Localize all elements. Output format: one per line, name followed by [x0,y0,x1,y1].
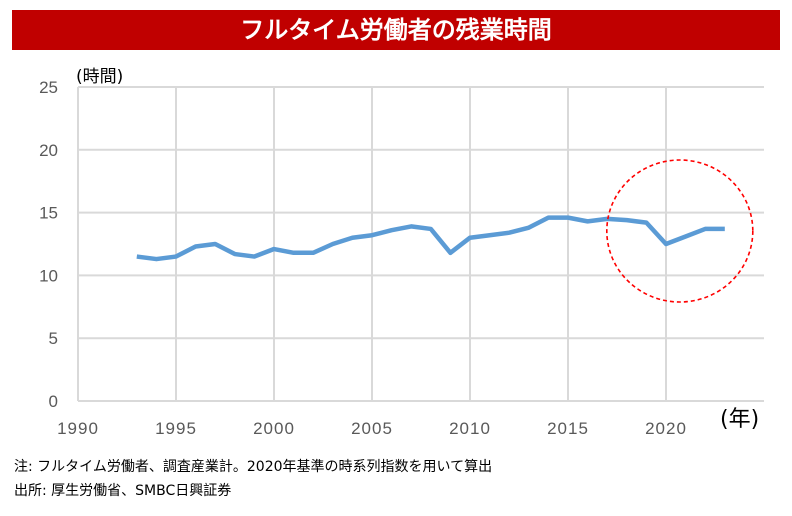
chart-title: フルタイム労働者の残業時間 [12,10,780,50]
highlight-circle [605,159,754,303]
y-tick-label: 0 [49,392,58,411]
source-text: 出所: 厚生労働省、SMBC日興証券 [14,483,232,499]
x-tick-label: 1995 [155,419,197,438]
x-tick-label: 2005 [351,419,393,438]
x-tick-label: 2020 [645,419,687,438]
y-axis-label: (時間) [76,67,123,87]
data-line [136,215,725,262]
y-tick-label: 20 [39,141,58,160]
x-tick-label: 2010 [449,419,491,438]
y-tick-label: 25 [39,78,58,97]
x-tick-label: 1990 [57,419,99,438]
y-tick-label: 15 [39,204,58,223]
y-tick-label: 5 [49,329,58,348]
x-tick-label: 2000 [253,419,295,438]
x-tick-label: 2015 [547,419,589,438]
y-tick-label: 10 [39,266,58,285]
note-text: 注: フルタイム労働者、調査産業計。2020年基準の時系列指数を用いて算出 [14,459,493,475]
x-axis-label: (年) [720,407,759,432]
